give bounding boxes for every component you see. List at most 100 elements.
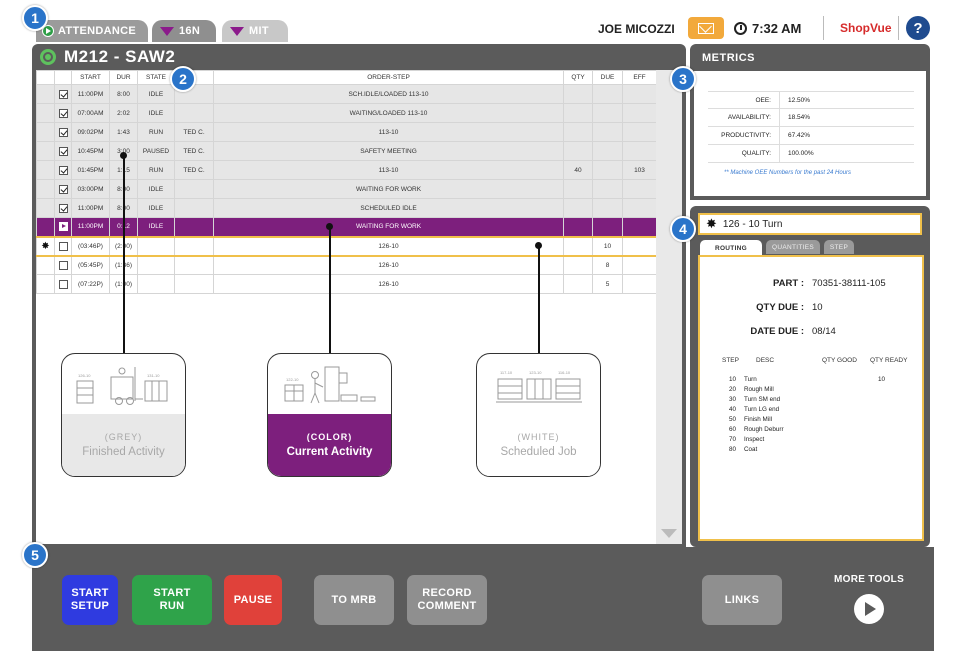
tab-attendance-label: ATTENDANCE — [58, 25, 136, 37]
qty-due-label: QTY DUE : — [756, 302, 804, 313]
row-status-cell[interactable] — [54, 84, 72, 104]
cell-due — [592, 122, 623, 142]
tab-quantities[interactable]: QUANTITIES — [766, 240, 820, 254]
table-row[interactable]: 11:00PM0:12IDLEWAITING FOR WORK — [36, 217, 657, 237]
current-play-icon[interactable] — [58, 222, 68, 232]
cell-eff: 103 — [622, 160, 657, 180]
column-header-eff[interactable]: EFF — [622, 70, 657, 85]
checkbox[interactable] — [58, 260, 68, 270]
checked-checkbox[interactable] — [58, 108, 68, 118]
start-setup-button[interactable]: START SETUP — [62, 575, 118, 625]
table-row[interactable]: 11:00PM 8:00 IDLE SCH.IDLE/LOADED 113-10 — [36, 84, 657, 104]
row-status-cell[interactable] — [54, 103, 72, 123]
tab-attendance[interactable]: ATTENDANCE — [36, 20, 148, 42]
mail-button[interactable] — [688, 17, 724, 39]
play-icon — [42, 25, 54, 37]
checked-checkbox[interactable] — [58, 165, 68, 175]
callout-badge-4: 4 — [670, 216, 696, 242]
cell-due: 5 — [592, 274, 623, 294]
table-row[interactable]: (07:22P)(1:00)126-105 — [36, 274, 657, 294]
cell-eff — [622, 255, 657, 275]
column-header-order-step[interactable]: ORDER-STEP — [213, 70, 564, 85]
pause-button[interactable]: PAUSE — [224, 575, 282, 625]
row-status-cell[interactable] — [54, 179, 72, 199]
record-comment-button[interactable]: RECORD COMMENT — [407, 575, 487, 625]
cell-qty — [563, 141, 593, 161]
help-button[interactable]: ? — [906, 16, 930, 40]
row-status-cell[interactable] — [54, 217, 72, 237]
routing-step-row[interactable]: 70 Inspect — [720, 435, 906, 445]
worker-machine-illustration: 122-10 — [268, 354, 391, 414]
step-desc: Inspect — [744, 436, 765, 443]
row-status-cell[interactable] — [54, 122, 72, 142]
checked-checkbox[interactable] — [58, 203, 68, 213]
step-number: 10 — [728, 376, 736, 383]
column-header-dur[interactable]: DUR — [109, 70, 138, 85]
row-status-cell[interactable] — [54, 198, 72, 218]
divider — [898, 16, 899, 40]
cell-order: 113-10 — [213, 160, 564, 180]
routing-step-row[interactable]: 60 Rough Deburr — [720, 425, 906, 435]
legend-art-label: 122-10 — [286, 377, 299, 382]
routing-step-row[interactable]: 80 Coat — [720, 445, 906, 455]
more-tools-play-icon[interactable] — [854, 594, 884, 624]
routing-step-row[interactable]: 40 Turn LG end — [720, 405, 906, 415]
column-header — [36, 70, 55, 85]
column-header-due[interactable]: DUE — [592, 70, 623, 85]
table-row[interactable]: (05:45P)(1:36)126-108 — [36, 255, 657, 275]
cell-qty — [563, 235, 593, 257]
metric-row-oee: OEE: 12.50% — [708, 91, 914, 109]
row-status-cell[interactable] — [54, 141, 72, 161]
checked-checkbox[interactable] — [58, 127, 68, 137]
connector-dot — [326, 223, 333, 230]
checked-checkbox[interactable] — [58, 146, 68, 156]
row-status-cell[interactable] — [54, 255, 72, 275]
button-label: START RUN — [153, 587, 191, 612]
table-row[interactable]: 09:02PM 1:43 RUN TED C. 113-10 — [36, 122, 657, 142]
tab-mit[interactable]: MIT — [222, 20, 288, 42]
cell-eff — [622, 103, 657, 123]
cell-dur: 8:00 — [109, 84, 138, 104]
routing-step-row[interactable]: 30 Turn SM end — [720, 395, 906, 405]
cell-state: IDLE — [137, 103, 175, 123]
cell-state: IDLE — [137, 217, 175, 237]
checkbox[interactable] — [58, 279, 68, 289]
routing-step-row[interactable]: 10 Turn 10 — [720, 375, 906, 385]
table-row[interactable]: 07:00AM 2:02 IDLE WAITING/LOADED 113-10 — [36, 103, 657, 123]
routing-step-row[interactable]: 50 Finish Mill — [720, 415, 906, 425]
route-header-desc: DESC — [756, 357, 775, 364]
legend-text: Finished Activity — [82, 446, 165, 458]
step-number: 70 — [728, 436, 736, 443]
row-status-cell[interactable] — [54, 235, 72, 257]
tab-step[interactable]: STEP — [824, 240, 854, 254]
button-label: RECORD COMMENT — [417, 587, 477, 612]
column-header-start[interactable]: START — [71, 70, 110, 85]
scroll-down-arrow-icon[interactable] — [661, 529, 677, 538]
start-run-button[interactable]: START RUN — [132, 575, 212, 625]
step-number: 30 — [728, 396, 736, 403]
row-status-cell[interactable] — [54, 160, 72, 180]
scrollbar[interactable] — [656, 70, 682, 544]
row-status-cell[interactable] — [54, 274, 72, 294]
tab-routing[interactable]: ROUTING — [700, 240, 762, 256]
legend-tag: (GREY) — [104, 432, 143, 442]
cell-dur: 3:00 — [109, 141, 138, 161]
checkbox[interactable] — [58, 241, 68, 251]
column-header-qty[interactable]: QTY — [563, 70, 593, 85]
routing-step-row[interactable]: 20 Rough Mill — [720, 385, 906, 395]
table-row[interactable]: 10:45PM 3:00 PAUSED TED C. SAFETY MEETING — [36, 141, 657, 161]
checked-checkbox[interactable] — [58, 184, 68, 194]
cell-state — [137, 235, 175, 257]
row-marker — [36, 179, 55, 199]
checked-checkbox[interactable] — [58, 89, 68, 99]
triangle-down-icon — [160, 26, 174, 36]
cell-op — [174, 179, 214, 199]
links-button[interactable]: LINKS — [702, 575, 782, 625]
to-mrb-button[interactable]: TO MRB — [314, 575, 394, 625]
column-header-state[interactable]: STATE — [137, 70, 175, 85]
tab-16n[interactable]: 16N — [152, 20, 216, 42]
